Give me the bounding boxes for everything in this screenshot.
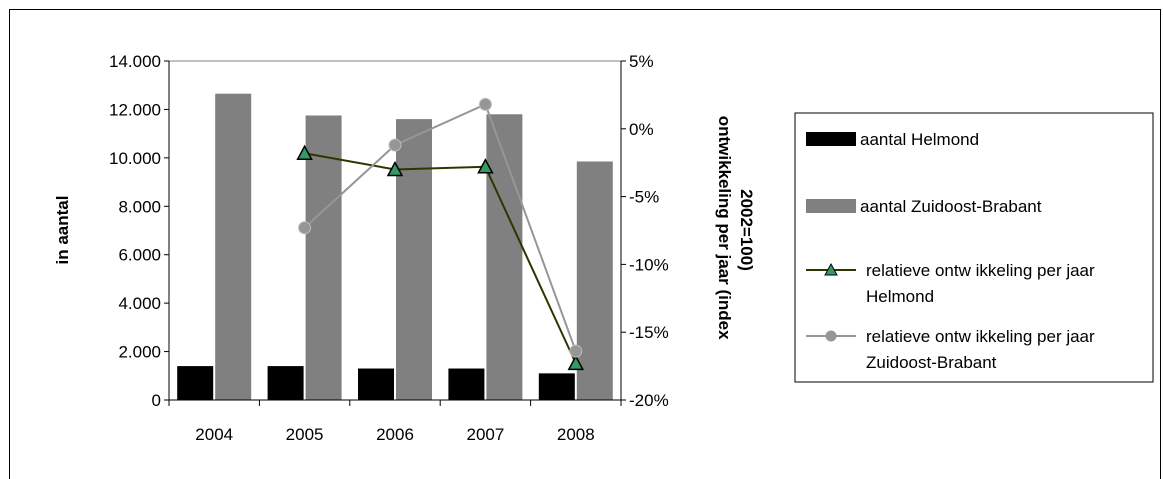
y-right-tick-label: 0% — [629, 120, 654, 139]
bar-zuidoost-brabant — [215, 93, 252, 401]
point-zuidoost-brabant — [478, 97, 492, 111]
point-zuidoost-brabant — [569, 344, 583, 358]
legend-label-helmond-line-1: relatieve ontw ikkeling per jaar — [866, 261, 1095, 280]
axes-layer — [168, 61, 622, 401]
y-right-tick-label: -5% — [629, 188, 659, 207]
y-right-axis-title-line1: ontwikkeling per jaar (index — [715, 116, 734, 340]
legend-label-zob-bar: aantal Zuidoost-Brabant — [860, 197, 1042, 216]
y-left-tick-label: 12.000 — [109, 100, 161, 119]
y-left-tick-label: 4.000 — [118, 294, 161, 313]
y-right-tick-label: -10% — [629, 255, 669, 274]
bar-zuidoost-brabant — [486, 114, 523, 401]
bar-zuidoost-brabant — [576, 161, 613, 400]
bar-zuidoost-brabant — [396, 119, 432, 400]
point-helmond — [386, 160, 404, 177]
legend-marker-triangle — [824, 262, 838, 276]
legend: aantal Helmond aantal Zuidoost-Brabant r… — [794, 112, 1154, 383]
point-helmond — [477, 158, 494, 174]
legend-marker-circle — [825, 330, 837, 342]
y-left-tick-label: 6.000 — [118, 246, 161, 265]
y-right-ticks: -20% -15% -10% -5% 0% 5% — [621, 52, 669, 410]
y-right-tick-label: 5% — [629, 52, 654, 71]
x-tick-label: 2005 — [286, 425, 324, 444]
y-right-axis-title: ontwikkeling per jaar (index 2002=100) — [715, 116, 756, 345]
point-zuidoost-brabant — [298, 221, 312, 235]
y-left-tick-label: 14.000 — [109, 52, 161, 71]
x-tick-label: 2004 — [195, 425, 233, 444]
legend-swatch-zob-bar — [806, 199, 856, 213]
legend-label-zob-line-1: relatieve ontw ikkeling per jaar — [866, 327, 1095, 346]
line-zuidoost-brabant — [303, 103, 577, 352]
legend-label-helmond-bar: aantal Helmond — [860, 130, 979, 149]
y-right-tick-label: -15% — [629, 323, 669, 342]
x-tick-label: 2008 — [557, 425, 595, 444]
legend-label-zob-line-2: Zuidoost-Brabant — [866, 353, 997, 372]
bars-layer — [177, 93, 613, 401]
y-right-axis-title-line2: 2002=100) — [737, 189, 756, 271]
y-left-tick-label: 2.000 — [118, 343, 161, 362]
y-left-tick-label: 10.000 — [109, 149, 161, 168]
point-helmond — [296, 144, 313, 160]
x-tick-label: 2006 — [376, 425, 414, 444]
point-helmond — [567, 354, 585, 371]
y-left-ticks: 0 2.000 4.000 6.000 8.000 10.000 12.000 14.000 — [109, 52, 169, 410]
legend-box — [794, 112, 1154, 383]
bar-helmond — [177, 366, 214, 400]
y-left-axis-title: in aantal — [53, 196, 72, 265]
y-right-tick-label: -20% — [629, 391, 669, 410]
x-ticks: 2004 2005 2006 2007 2008 — [168, 400, 622, 444]
y-left-tick-label: 0 — [152, 391, 161, 410]
bar-helmond — [538, 373, 575, 400]
bar-helmond — [358, 368, 394, 400]
y-left-tick-label: 8.000 — [118, 197, 161, 216]
bar-helmond — [267, 366, 304, 400]
legend-swatch-helmond-bar — [806, 132, 856, 146]
x-tick-label: 2007 — [466, 425, 504, 444]
chart-frame — [9, 9, 1161, 479]
legend-label-helmond-line-2: Helmond — [866, 287, 934, 306]
bar-helmond — [448, 368, 485, 400]
bar-zuidoost-brabant — [305, 115, 342, 400]
point-zuidoost-brabant — [388, 138, 402, 152]
lines-layer — [296, 97, 585, 371]
line-helmond — [304, 152, 577, 364]
